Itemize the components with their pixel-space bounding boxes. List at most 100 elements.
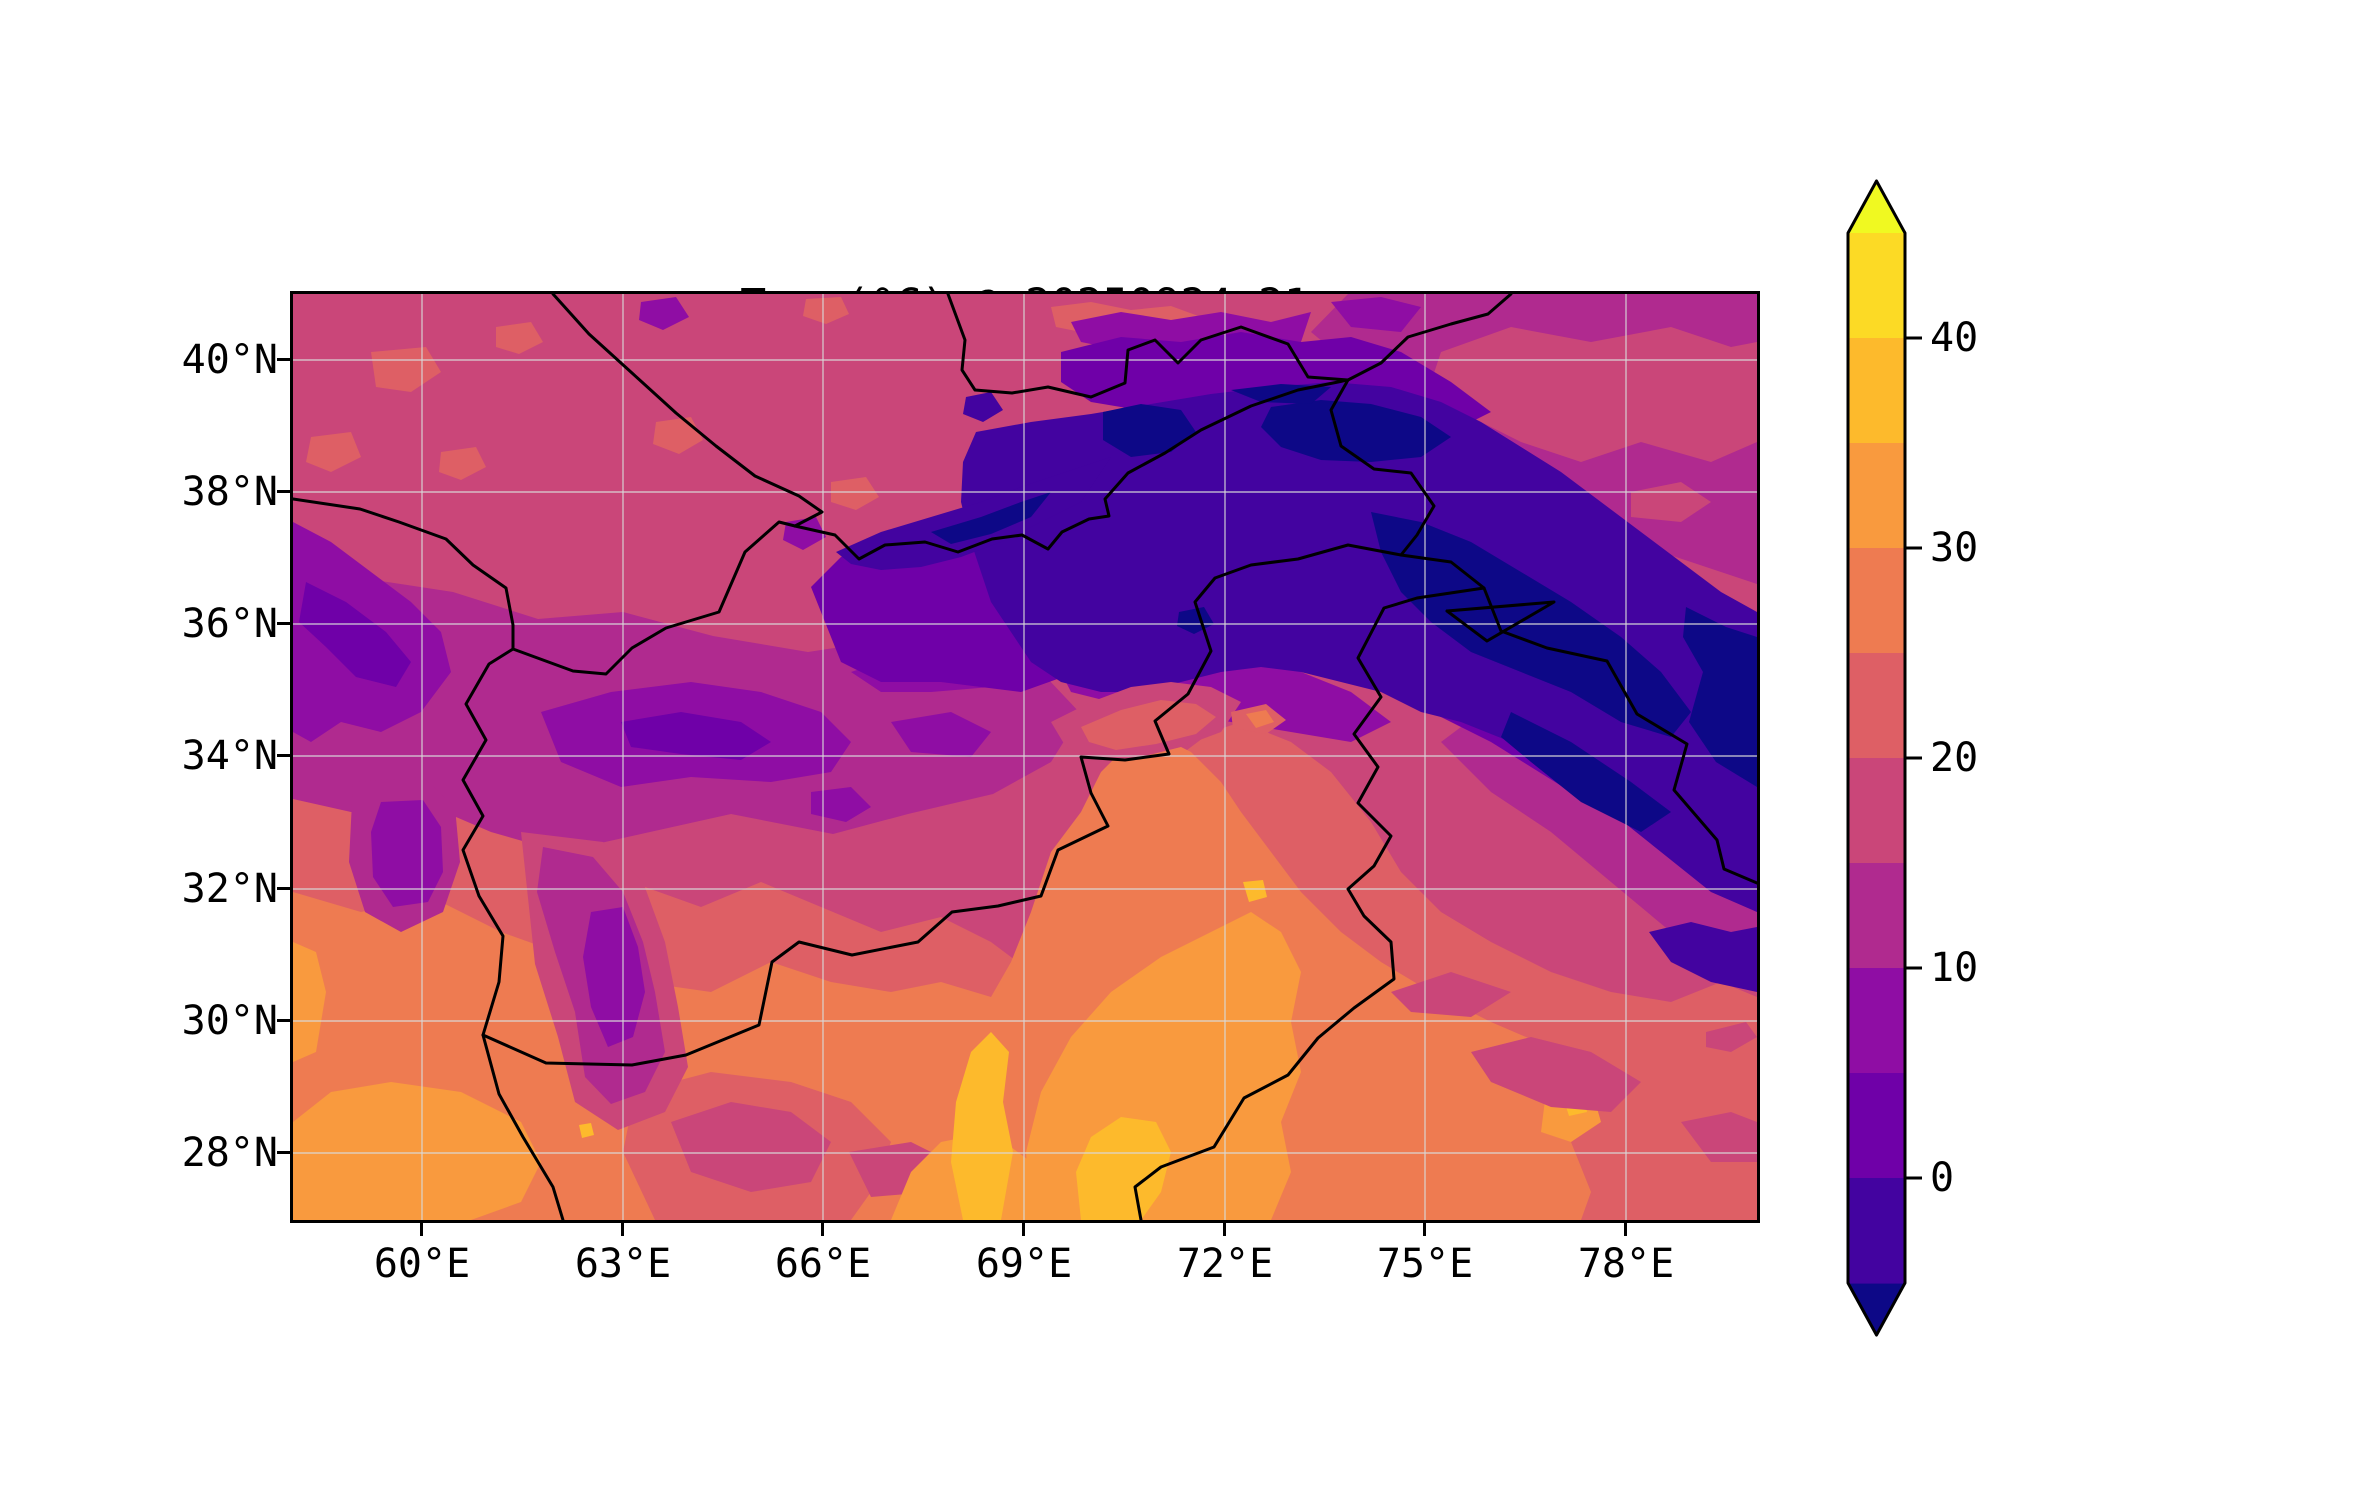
contour-region-navy-dot-fergana	[963, 392, 1003, 422]
colorbar-band	[1848, 443, 1905, 549]
contour-region-hot-bl-corner	[293, 1082, 541, 1220]
contour-region-n-salmon-5	[496, 322, 543, 354]
country-border-turkmen-afghan-amu-panj	[511, 378, 1350, 676]
country-border-loc-india-pakistan	[1133, 586, 1486, 1220]
colorbar-under-arrow	[1848, 1283, 1905, 1335]
xtick-72e: 72°E	[1176, 1241, 1274, 1287]
xtick-69e: 69°E	[975, 1241, 1073, 1287]
ytick-34n: 34°N	[181, 733, 278, 779]
colorbar-band	[1848, 233, 1905, 339]
xtick-78e: 78°E	[1577, 1241, 1675, 1287]
contour-region-n-salmon-7	[831, 477, 879, 510]
ytick-38n: 38°N	[181, 469, 278, 515]
country-border-aksai-triangle	[1445, 600, 1556, 643]
contour-region-br-rose-2	[1681, 1112, 1757, 1162]
contour-region-afghan-purple-band4	[811, 787, 871, 822]
cbar-label-30: 30	[1930, 525, 1979, 571]
xtick-63e: 63°E	[574, 1241, 672, 1287]
xtick-mark	[1423, 1223, 1426, 1236]
ytick-mark	[277, 358, 290, 361]
colorbar	[1846, 179, 1922, 1337]
cbar-label-40: 40	[1930, 315, 1979, 361]
country-border-iran-afghan	[461, 647, 515, 1037]
contour-region-valley-warm-tongue	[1081, 700, 1216, 750]
country-border-fergana-loop	[946, 294, 1350, 399]
xtick-mark	[1223, 1223, 1226, 1236]
contour-region-navy-main-pamir-karakoram	[961, 382, 1757, 912]
contour-region-se-halo-cool	[1441, 712, 1757, 982]
colorbar-band	[1848, 548, 1905, 654]
ytick-36n: 36°N	[181, 601, 278, 647]
contour-region-violet-left	[299, 582, 411, 687]
colorbar-outline	[1846, 179, 1907, 1337]
xtick-75e: 75°E	[1376, 1241, 1474, 1287]
country-border-kyrgyz-china	[1346, 294, 1513, 382]
contour-region-afghan-purple-band3	[891, 712, 991, 757]
xtick-mark	[621, 1223, 624, 1236]
country-border-iran-turkmen	[293, 497, 515, 651]
contour-region-n-salmon-6	[803, 297, 849, 324]
contour-region-hot-35-40-blob	[1076, 1117, 1171, 1220]
xtick-mark	[420, 1223, 423, 1236]
contour-region-iran-cool-core	[371, 800, 443, 907]
ytick-mark	[277, 754, 290, 757]
contour-region-hot-dot-1	[1243, 880, 1267, 902]
contour-region-violet-central	[621, 712, 771, 760]
ytick-28n: 28°N	[181, 1130, 278, 1176]
colorbar-band	[1848, 758, 1905, 864]
colorbar-band	[1848, 863, 1905, 969]
ytick-30n: 30°N	[181, 998, 278, 1044]
contour-region-n-salmon-3	[439, 447, 486, 480]
ytick-mark	[277, 1019, 290, 1022]
contour-region-br-rose-3	[1391, 972, 1511, 1017]
contour-region-n-salmon-2	[306, 432, 361, 472]
contour-region-coldest-hk	[931, 492, 1051, 544]
colorbar-band	[1848, 1073, 1905, 1179]
cbar-label-10: 10	[1930, 945, 1979, 991]
contour-region-quetta-core	[583, 907, 645, 1047]
contour-region-navy-se-corner	[1649, 922, 1757, 992]
contour-region-coldest-core-2	[1261, 400, 1451, 462]
cbar-label-20: 20	[1930, 735, 1979, 781]
contour-region-ne-rose-blob	[1431, 327, 1757, 462]
country-border-china-india-kashmir	[1399, 553, 1757, 885]
contour-region-coldest-right-edge	[1683, 607, 1757, 787]
contour-region-hot-35-40-streak	[951, 1032, 1013, 1220]
ytick-mark	[277, 490, 290, 493]
contour-region-valley-warm-dot	[1246, 710, 1274, 728]
contour-region-coldest-karakoram2	[1501, 712, 1671, 832]
colorbar-over-arrow	[1848, 181, 1905, 233]
colorbar-band	[1848, 338, 1905, 444]
contour-region-br-rose-1	[1471, 1037, 1641, 1112]
contour-region-br-rose-4	[1706, 1022, 1757, 1052]
ytick-mark	[277, 622, 290, 625]
colorbar-band	[1848, 653, 1905, 759]
xtick-60e: 60°E	[373, 1241, 471, 1287]
contour-region-hot-dot-3	[579, 1123, 594, 1138]
country-border-tajik-china	[1329, 378, 1436, 557]
contour-region-navy-hindukush-band	[836, 457, 1111, 570]
cbar-label-0: 0	[1930, 1155, 1955, 1201]
contour-region-hot-left-strip	[293, 942, 326, 1062]
country-border-uzbek-turkmen-diagonal	[551, 294, 824, 528]
ytick-mark	[277, 1151, 290, 1154]
contour-region-n-purple-1	[639, 297, 689, 330]
contour-region-n-salmon-1	[371, 347, 441, 392]
xtick-66e: 66°E	[774, 1241, 872, 1287]
map-svg	[293, 294, 1757, 1220]
colorbar-band	[1848, 968, 1905, 1074]
ytick-mark	[277, 887, 290, 890]
contour-region-n-purple-strip2	[1331, 297, 1421, 332]
ytick-32n: 32°N	[181, 866, 278, 912]
contour-region-coldest-core-1	[1103, 404, 1196, 457]
ytick-40n: 40°N	[181, 337, 278, 383]
xtick-mark	[1624, 1223, 1627, 1236]
xtick-mark	[1022, 1223, 1025, 1236]
country-border-wakhan-durand-line	[481, 543, 1403, 1067]
map-plot-area	[290, 291, 1760, 1223]
contour-region-bottom-mid-rose1	[671, 1102, 831, 1192]
xtick-mark	[821, 1223, 824, 1236]
country-border-iran-pakistan	[481, 1033, 565, 1220]
colorbar-band	[1848, 1178, 1905, 1284]
